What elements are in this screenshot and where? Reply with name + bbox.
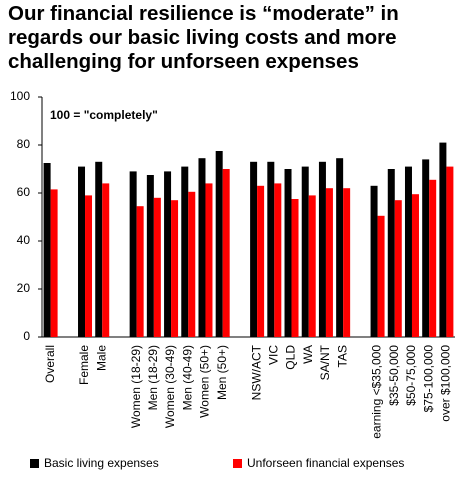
bar: [222, 169, 230, 337]
bar: [95, 161, 103, 337]
bar: [308, 195, 316, 337]
bar: [250, 161, 258, 337]
bar: [325, 188, 333, 337]
bar: [85, 195, 93, 337]
bar: [387, 169, 395, 337]
legend-label: Basic living expenses: [44, 456, 159, 470]
y-tick-label: 80: [17, 137, 31, 151]
bar: [102, 183, 110, 337]
x-tick-label: Women (50+): [198, 345, 212, 418]
legend-label: Unforseen financial expenses: [247, 456, 404, 470]
bar: [181, 166, 189, 337]
y-tick-label: 100: [10, 89, 30, 103]
bar: [136, 206, 144, 337]
x-tick-label: VIC: [266, 345, 280, 365]
x-tick-label: SA/NT: [318, 344, 332, 380]
x-tick-label: Men (50+): [215, 345, 229, 400]
x-tick-label: $75-100,000: [421, 345, 435, 413]
x-tick-label: Men (40-49): [180, 345, 194, 410]
y-tick-label: 20: [17, 281, 31, 295]
annotation: 100 = "completely": [50, 108, 158, 122]
legend-swatch: [30, 459, 39, 468]
bar: [274, 183, 282, 337]
bar: [318, 161, 326, 337]
x-tick-label: $35-50,000: [387, 345, 401, 406]
bar: [336, 158, 344, 337]
x-tick-label: Male: [94, 345, 108, 371]
bar: [267, 161, 275, 337]
legend-swatch: [233, 459, 242, 468]
bar: [215, 151, 223, 337]
bar: [422, 159, 430, 337]
y-tick-label: 0: [23, 329, 30, 343]
bar: [343, 188, 351, 337]
x-tick-label: QLD: [284, 345, 298, 370]
x-tick-label: Female: [77, 345, 91, 385]
chart-title: Our financial resilience is “moderate” i…: [8, 2, 399, 73]
x-tick-label: Overall: [43, 345, 57, 383]
bar: [146, 175, 154, 337]
bar: [377, 215, 385, 337]
bar: [129, 171, 137, 337]
bar: [198, 158, 206, 337]
bar: [370, 185, 378, 337]
x-tick-label: over $100,000: [439, 345, 453, 422]
bar: [164, 171, 172, 337]
bar: [439, 142, 447, 337]
bar: [257, 185, 265, 337]
bar: [205, 183, 213, 337]
y-tick-label: 60: [17, 185, 31, 199]
bar: [429, 179, 437, 337]
bar: [404, 166, 412, 337]
x-tick-label: WA: [301, 345, 315, 364]
x-tick-label: Women (30-49): [163, 345, 177, 428]
x-tick-label: TAS: [335, 345, 349, 367]
bar: [78, 166, 86, 337]
x-tick-label: earning <$35,000: [370, 345, 384, 439]
bar: [153, 197, 161, 337]
bar: [284, 169, 292, 337]
bar: [43, 163, 51, 337]
bar: [171, 200, 179, 337]
bar: [446, 166, 454, 337]
bar: [301, 166, 309, 337]
x-tick-label: Women (18-29): [129, 345, 143, 428]
x-tick-label: Men (18-29): [146, 345, 160, 410]
bar: [291, 199, 299, 337]
bar: [411, 194, 419, 337]
y-tick-label: 40: [17, 233, 31, 247]
x-tick-label: NSW/ACT: [249, 344, 263, 400]
bar: [50, 189, 58, 337]
bar: [394, 200, 402, 337]
bar: [188, 191, 196, 337]
x-tick-label: $50-75,000: [404, 345, 418, 406]
